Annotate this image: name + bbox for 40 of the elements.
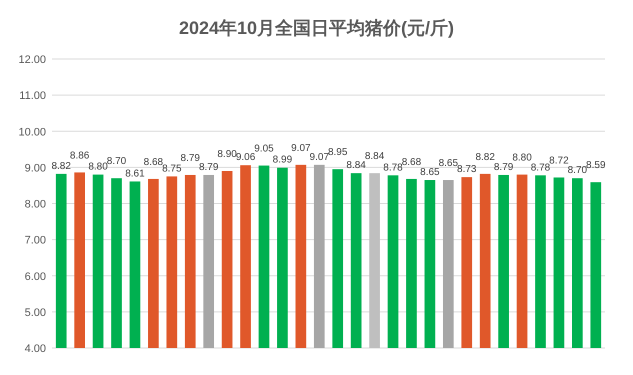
data-label: 9.05 (254, 144, 274, 155)
data-label: 8.70 (106, 156, 127, 168)
data-label: 8.90 (217, 148, 238, 160)
data-label: 8.78 (530, 162, 551, 174)
y-tick-label: 4.00 (24, 343, 46, 355)
data-label: 8.65 (438, 158, 458, 170)
data-label: 8.59 (586, 160, 606, 172)
y-tick-label: 12.00 (18, 54, 46, 66)
data-label: 9.06 (236, 152, 256, 164)
y-tick-label: 8.00 (24, 198, 46, 210)
y-tick-label: 6.00 (24, 270, 46, 283)
data-label: 8.79 (198, 162, 219, 173)
y-tick-label: 7.00 (24, 234, 46, 247)
data-label: 9.07 (291, 142, 312, 154)
data-label: 8.95 (328, 147, 348, 158)
data-label: 8.80 (88, 162, 108, 173)
data-label: 9.07 (310, 152, 330, 163)
data-label: 8.84 (364, 151, 385, 162)
data-label: 8.82 (475, 152, 496, 163)
data-label: 8.99 (272, 154, 293, 166)
data-label: 8.68 (144, 156, 164, 168)
data-label: 8.84 (346, 160, 366, 172)
data-label: 8.79 (180, 152, 200, 164)
data-label: 8.78 (383, 162, 404, 174)
chart-title: 2024年10月全国日平均猪价(元/斤) (178, 18, 454, 38)
data-label: 8.80 (512, 152, 532, 164)
data-label: 8.65 (420, 167, 440, 178)
data-label: 8.73 (457, 164, 477, 176)
data-label: 8.86 (70, 150, 90, 162)
data-label: 8.68 (402, 156, 422, 168)
y-tick-label: 9.00 (24, 162, 46, 174)
data-label: 8.75 (162, 163, 182, 174)
data-label: 8.72 (549, 155, 570, 166)
data-label: 8.70 (568, 165, 588, 176)
data-label: 8.61 (125, 168, 146, 180)
y-tick-label: 5.00 (24, 306, 46, 319)
data-label: 8.79 (494, 162, 514, 173)
y-tick-label: 11.00 (19, 90, 46, 102)
data-label: 8.82 (51, 160, 72, 172)
y-tick-label: 10.00 (18, 126, 46, 138)
